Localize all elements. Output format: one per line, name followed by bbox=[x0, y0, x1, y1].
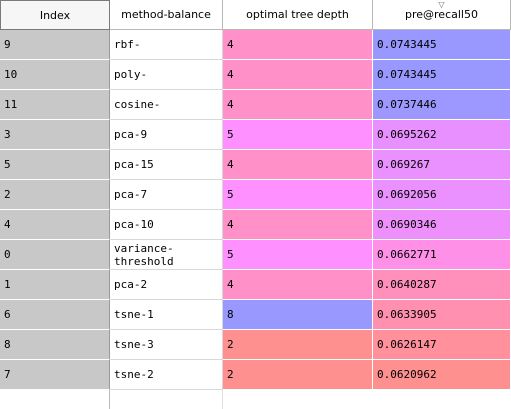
optimal-tree-depth-cell[interactable]: 4 bbox=[223, 60, 373, 90]
method-balance-cell[interactable]: pca-9 bbox=[110, 120, 223, 150]
pre-recall50-cell[interactable]: 0.0743445 bbox=[373, 30, 511, 60]
method-balance-cell[interactable]: rbf- bbox=[110, 30, 223, 60]
empty-table-area bbox=[0, 390, 511, 409]
pre-recall50-cell[interactable]: 0.0690346 bbox=[373, 210, 511, 240]
index-column-header[interactable]: Index bbox=[0, 0, 110, 30]
pre-recall50-cell[interactable]: 0.0620962 bbox=[373, 360, 511, 390]
method-balance-header-label: method-balance bbox=[121, 8, 211, 21]
optimal-tree-depth-cell[interactable]: 5 bbox=[223, 120, 373, 150]
table-row[interactable]: 2 pca-7 5 0.0692056 bbox=[0, 180, 511, 210]
pre-recall50-cell[interactable]: 0.069267 bbox=[373, 150, 511, 180]
index-cell[interactable]: 1 bbox=[0, 270, 110, 300]
pre-recall50-cell[interactable]: 0.0743445 bbox=[373, 60, 511, 90]
index-cell[interactable]: 8 bbox=[0, 330, 110, 360]
table-row[interactable]: 9 rbf- 4 0.0743445 bbox=[0, 30, 511, 60]
table-row[interactable]: 6 tsne-1 8 0.0633905 bbox=[0, 300, 511, 330]
index-cell[interactable]: 9 bbox=[0, 30, 110, 60]
pre-recall50-cell[interactable]: 0.0692056 bbox=[373, 180, 511, 210]
table-row[interactable]: 0 variance- threshold 5 0.0662771 bbox=[0, 240, 511, 270]
optimal-tree-depth-column-header[interactable]: optimal tree depth bbox=[223, 0, 373, 30]
pre-recall50-cell[interactable]: 0.0626147 bbox=[373, 330, 511, 360]
index-cell[interactable]: 6 bbox=[0, 300, 110, 330]
index-cell[interactable]: 11 bbox=[0, 90, 110, 120]
pre-recall50-header-label: pre@recall50 bbox=[405, 8, 478, 21]
index-cell[interactable]: 2 bbox=[0, 180, 110, 210]
sort-descending-icon: ▽ bbox=[438, 0, 445, 9]
optimal-tree-depth-cell[interactable]: 4 bbox=[223, 30, 373, 60]
optimal-tree-depth-cell[interactable]: 4 bbox=[223, 210, 373, 240]
method-balance-cell[interactable]: cosine- bbox=[110, 90, 223, 120]
optimal-tree-depth-cell[interactable]: 5 bbox=[223, 240, 373, 270]
method-balance-cell[interactable]: pca-2 bbox=[110, 270, 223, 300]
method-balance-column-header[interactable]: method-balance bbox=[110, 0, 223, 30]
method-balance-cell[interactable]: pca-10 bbox=[110, 210, 223, 240]
index-cell[interactable]: 0 bbox=[0, 240, 110, 270]
table-row[interactable]: 10 poly- 4 0.0743445 bbox=[0, 60, 511, 90]
optimal-tree-depth-cell[interactable]: 4 bbox=[223, 90, 373, 120]
pre-recall50-cell[interactable]: 0.0633905 bbox=[373, 300, 511, 330]
pre-recall50-cell[interactable]: 0.0737446 bbox=[373, 90, 511, 120]
table-header: Index method-balance optimal tree depth … bbox=[0, 0, 511, 30]
optimal-tree-depth-cell[interactable]: 8 bbox=[223, 300, 373, 330]
table-body: 9 rbf- 4 0.0743445 10 poly- 4 0.0743445 11 cosine… bbox=[0, 30, 511, 390]
pre-recall50-cell[interactable]: 0.0640287 bbox=[373, 270, 511, 300]
method-balance-cell[interactable]: tsne-2 bbox=[110, 360, 223, 390]
pre-recall50-cell[interactable]: 0.0662771 bbox=[373, 240, 511, 270]
method-balance-cell[interactable]: variance- threshold bbox=[110, 240, 223, 270]
optimal-tree-depth-cell[interactable]: 4 bbox=[223, 270, 373, 300]
method-balance-cell[interactable]: pca-15 bbox=[110, 150, 223, 180]
table-row[interactable]: 7 tsne-2 2 0.0620962 bbox=[0, 360, 511, 390]
method-balance-cell[interactable]: tsne-1 bbox=[110, 300, 223, 330]
optimal-tree-depth-cell[interactable]: 5 bbox=[223, 180, 373, 210]
optimal-tree-depth-cell[interactable]: 2 bbox=[223, 360, 373, 390]
pre-recall50-cell[interactable]: 0.0695262 bbox=[373, 120, 511, 150]
optimal-tree-depth-cell[interactable]: 2 bbox=[223, 330, 373, 360]
optimal-tree-depth-header-label: optimal tree depth bbox=[246, 8, 349, 21]
table-row[interactable]: 4 pca-10 4 0.0690346 bbox=[0, 210, 511, 240]
index-cell[interactable]: 7 bbox=[0, 360, 110, 390]
optimal-tree-depth-cell[interactable]: 4 bbox=[223, 150, 373, 180]
index-cell[interactable]: 3 bbox=[0, 120, 110, 150]
index-cell[interactable]: 5 bbox=[0, 150, 110, 180]
method-balance-cell[interactable]: poly- bbox=[110, 60, 223, 90]
table-row[interactable]: 3 pca-9 5 0.0695262 bbox=[0, 120, 511, 150]
method-balance-cell[interactable]: tsne-3 bbox=[110, 330, 223, 360]
index-cell[interactable]: 10 bbox=[0, 60, 110, 90]
index-header-label: Index bbox=[39, 8, 71, 22]
index-column-filler bbox=[0, 390, 110, 409]
table-row[interactable]: 11 cosine- 4 0.0737446 bbox=[0, 90, 511, 120]
table-row[interactable]: 8 tsne-3 2 0.0626147 bbox=[0, 330, 511, 360]
table-row[interactable]: 1 pca-2 4 0.0640287 bbox=[0, 270, 511, 300]
pre-recall50-column-header[interactable]: ▽ pre@recall50 bbox=[373, 0, 511, 30]
index-cell[interactable]: 4 bbox=[0, 210, 110, 240]
table-row[interactable]: 5 pca-15 4 0.069267 bbox=[0, 150, 511, 180]
method-column-filler bbox=[110, 390, 223, 409]
method-balance-cell[interactable]: pca-7 bbox=[110, 180, 223, 210]
